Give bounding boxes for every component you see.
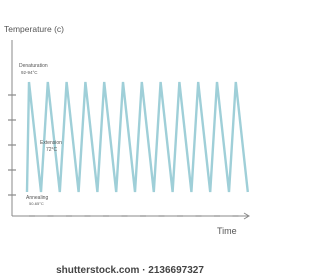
x-axis-arrow	[243, 212, 250, 220]
x-axis-label: Time	[217, 226, 237, 236]
annealing-temp: 50-65°C	[29, 201, 44, 206]
denaturation-temp: 92-94°C	[21, 70, 38, 75]
denaturation-label: Denaturation	[19, 63, 48, 69]
extension-temp: 72°C	[46, 147, 58, 153]
pcr-diagram: Temperature (c) Denaturation 92-94°C Ext…	[4, 24, 250, 276]
extension-label: Extension	[40, 140, 62, 146]
annealing-label: Annealing	[26, 195, 48, 201]
ticks	[8, 94, 239, 217]
watermark: shutterstock.com · 2136697327	[56, 265, 204, 276]
temperature-cycle-line	[25, 81, 249, 193]
y-axis-label: Temperature (c)	[4, 24, 64, 34]
